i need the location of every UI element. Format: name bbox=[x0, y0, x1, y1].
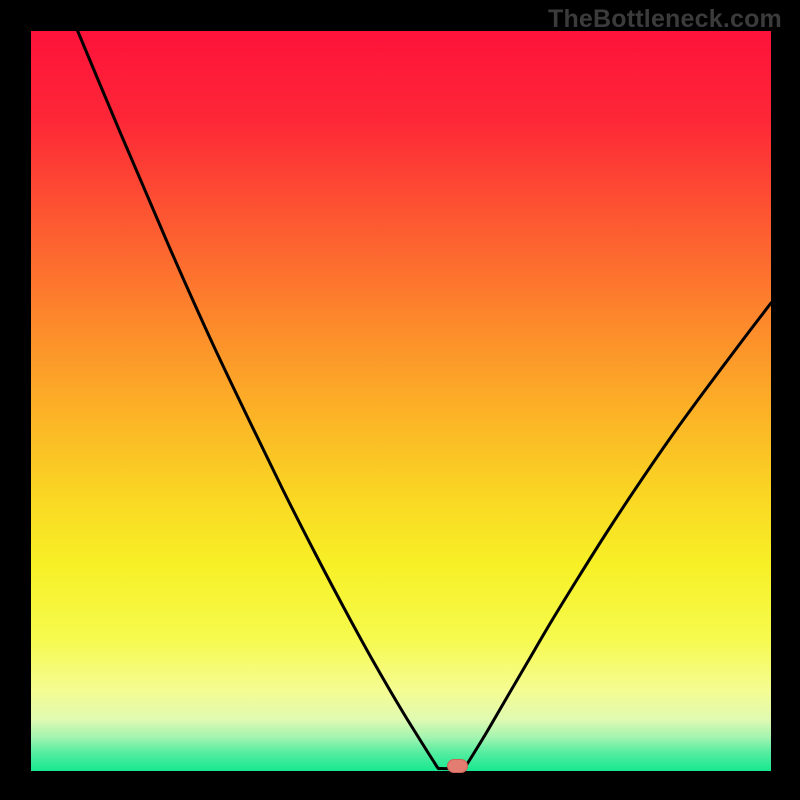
chart-container: TheBottleneck.com bbox=[0, 0, 800, 800]
bottleneck-curve bbox=[0, 0, 800, 800]
curve-path bbox=[66, 3, 771, 769]
watermark-text: TheBottleneck.com bbox=[548, 5, 782, 34]
bottleneck-marker bbox=[447, 759, 468, 773]
